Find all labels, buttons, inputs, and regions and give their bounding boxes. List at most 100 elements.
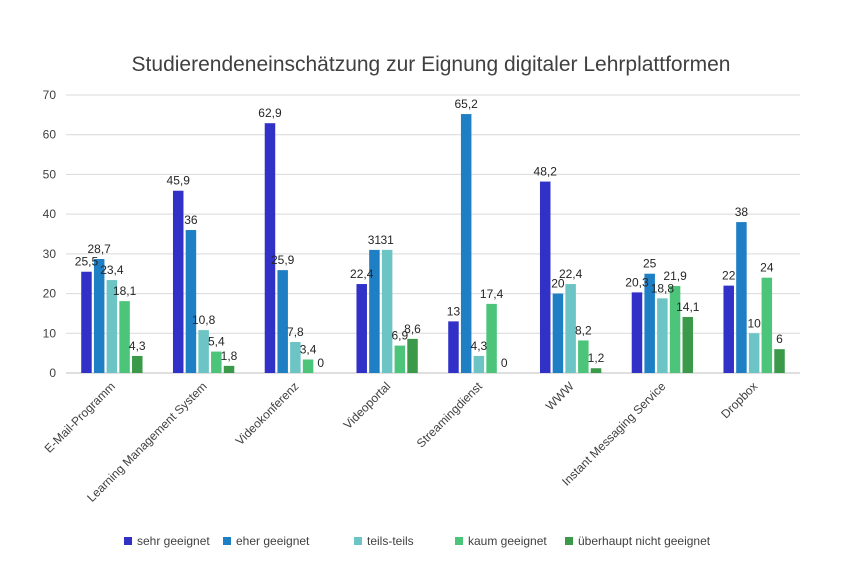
- data-label: 21,9: [663, 269, 687, 283]
- legend-label: kaum geeignet: [468, 534, 547, 548]
- bar: [657, 298, 668, 373]
- data-label: 65,2: [454, 97, 478, 111]
- bar: [106, 280, 118, 373]
- bar: [264, 123, 276, 373]
- data-label: 18,1: [113, 284, 137, 298]
- bar: [394, 345, 406, 373]
- data-label: 4,3: [129, 339, 146, 353]
- bar: [539, 181, 551, 373]
- data-label: 18,8: [651, 281, 675, 295]
- chart-title: Studierendeneinschätzung zur Eignung dig…: [132, 53, 731, 76]
- bar: [223, 365, 235, 373]
- data-label: 25: [643, 257, 657, 271]
- legend-item: teils-teils: [354, 534, 414, 548]
- legend: sehr geeignet eher geeignet teils-teils kau…: [124, 534, 711, 548]
- data-label: 10: [747, 316, 761, 330]
- bar: [669, 286, 681, 373]
- legend-label: teils-teils: [367, 534, 414, 548]
- data-label: 8,6: [404, 322, 421, 336]
- legend-label: sehr geeignet: [137, 534, 210, 548]
- y-tick-label: 0: [49, 366, 56, 380]
- data-label: 10,8: [192, 313, 216, 327]
- data-label: 38: [735, 205, 749, 219]
- bars: [81, 114, 785, 373]
- data-labels: 25,528,7 23,4 18,1 4,3 45,9 36 10,8 5,41,8 62,9 2…: [75, 97, 783, 370]
- data-label: 62,9: [258, 106, 282, 120]
- bar: [486, 303, 497, 373]
- data-label: 31: [380, 233, 394, 247]
- bar: [460, 114, 472, 373]
- bar: [302, 359, 314, 373]
- data-label: 5,4: [208, 335, 225, 349]
- data-label: 28,7: [87, 242, 111, 256]
- bar: [723, 285, 734, 373]
- bar: [290, 342, 301, 373]
- bar: [448, 321, 459, 373]
- bar: [277, 270, 288, 373]
- category-label: Dropbox: [718, 379, 760, 421]
- data-label: 23,4: [100, 263, 124, 277]
- data-label: 22,4: [559, 267, 583, 281]
- bar: [682, 317, 694, 373]
- data-label: 24: [760, 261, 774, 275]
- legend-label: eher geeignet: [236, 534, 310, 548]
- data-label: 36: [184, 213, 198, 227]
- bar: [407, 338, 418, 373]
- legend-item: eher geeignet: [223, 534, 310, 548]
- legend-item: überhaupt nicht geeignet: [565, 534, 711, 548]
- bar: [198, 330, 209, 373]
- data-label: 20: [551, 277, 565, 291]
- data-label: 7,8: [287, 325, 304, 339]
- y-tick-label: 50: [43, 167, 57, 181]
- bar: [748, 333, 760, 373]
- bar: [644, 273, 655, 373]
- data-label: 20,3: [625, 275, 649, 289]
- data-label: 0: [317, 356, 324, 370]
- bar: [774, 349, 785, 373]
- data-label: 17,4: [480, 287, 504, 301]
- bar: [590, 368, 602, 373]
- y-tick-label: 40: [43, 207, 57, 221]
- legend-swatch: [223, 537, 231, 545]
- data-label: 25,9: [271, 253, 295, 267]
- data-label: 13: [447, 304, 461, 318]
- y-tick-label: 30: [43, 247, 57, 261]
- data-label: 22,4: [350, 267, 374, 281]
- bar: [631, 292, 643, 373]
- data-label: 22: [722, 269, 736, 283]
- bar: [761, 277, 773, 373]
- bar: [356, 284, 367, 373]
- data-label: 45,9: [167, 174, 191, 188]
- data-label: 6: [776, 332, 783, 346]
- bar: [369, 249, 380, 373]
- data-label: 25,5: [75, 255, 99, 269]
- legend-label: überhaupt nicht geeignet: [578, 534, 711, 548]
- category-label: Streamingdienst: [414, 379, 486, 451]
- bar: [736, 222, 747, 373]
- data-label: 8,2: [575, 323, 592, 337]
- bar: [473, 355, 485, 373]
- data-label: 1,8: [221, 349, 238, 363]
- data-label: 6,9: [391, 329, 408, 343]
- data-label: 4,3: [471, 339, 488, 353]
- bar: [119, 301, 130, 373]
- legend-item: sehr geeignet: [124, 534, 210, 548]
- y-tick-label: 20: [43, 287, 57, 301]
- category-label: Videokonferenz: [233, 379, 302, 448]
- category-label: E-Mail-Programm: [42, 379, 118, 455]
- y-tick-label: 60: [43, 128, 57, 142]
- y-tick-label: 70: [43, 88, 57, 102]
- legend-swatch: [565, 537, 573, 545]
- legend-item: kaum geeignet: [455, 534, 547, 548]
- data-label: 48,2: [534, 165, 558, 179]
- bar: [578, 340, 589, 373]
- bar: [81, 271, 92, 373]
- data-label: 0: [501, 356, 508, 370]
- category-label: Videoportal: [341, 379, 394, 432]
- y-tick-label: 10: [43, 326, 57, 340]
- bar: [93, 259, 105, 373]
- bar: [185, 230, 197, 373]
